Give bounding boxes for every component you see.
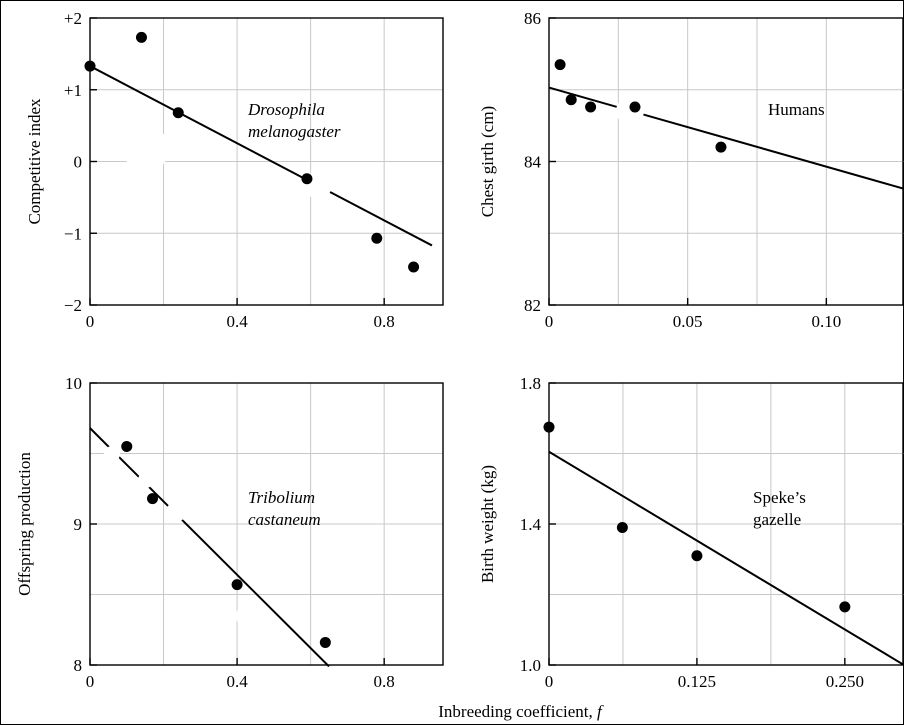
y-tick-label: 8 (74, 656, 83, 675)
y-axis-label: Birth weight (kg) (478, 465, 497, 583)
y-tick-label: −2 (64, 296, 82, 315)
x-tick-label: 0.4 (226, 312, 248, 331)
data-point (616, 522, 628, 534)
x-tick-label: 0.05 (673, 312, 703, 331)
x-tick-label: 0.10 (811, 312, 841, 331)
panel-annotation: castaneum (248, 510, 321, 529)
panel-annotation: Tribolium (248, 488, 315, 507)
data-point (319, 636, 331, 648)
y-tick-label: 9 (74, 515, 83, 534)
regression-line (89, 427, 330, 668)
regression-line (548, 86, 904, 190)
shared-x-axis-label-text: Inbreeding coefficient, (438, 702, 597, 721)
x-tick-label: 0 (545, 672, 554, 691)
panel-annotation: Speke’s (753, 488, 806, 507)
line-gap (123, 126, 169, 172)
data-point (715, 141, 727, 153)
panel-annotation: gazelle (753, 510, 801, 529)
y-tick-label: +2 (64, 9, 82, 28)
data-point (371, 232, 383, 244)
data-point (135, 31, 147, 43)
data-point (408, 261, 420, 273)
panel-gazelle: 1.0 1.4 1.8 0 0.125 0.250 Birth weight (kg) Spe… (478, 374, 904, 691)
x-tick-label: 0.8 (374, 672, 395, 691)
shared-x-axis-label-var: f (597, 702, 604, 721)
regression-line (548, 450, 904, 666)
y-axis-label: Competitive index (25, 98, 44, 225)
regression-line (89, 65, 433, 247)
x-tick-label: 0 (86, 312, 95, 331)
panel-tribolium: 8 9 10 0 0.4 0.8 Offspring production Tribolium… (15, 374, 444, 691)
shared-x-axis-label: Inbreeding coefficient, f (438, 702, 604, 721)
panel-annotation: Drosophila (247, 100, 325, 119)
y-axis-label: Offspring production (15, 452, 34, 596)
x-tick-label: 0 (545, 312, 554, 331)
line-gap (104, 446, 120, 462)
line-gap (166, 502, 186, 522)
y-tick-label: 84 (524, 153, 542, 172)
panel-drosophila: −2 −1 0 +1 +2 0 0.4 0.8 Competitive index Drosoph… (25, 9, 444, 331)
data-point (231, 579, 243, 591)
y-tick-label: −1 (64, 224, 82, 243)
panel-annotation: Humans (768, 100, 825, 119)
panel-humans: 82 84 86 0 0.05 0.10 Chest girth (cm) Humans (478, 9, 904, 331)
x-tick-label: 0 (86, 672, 95, 691)
y-tick-label: 86 (524, 9, 541, 28)
data-point (84, 60, 96, 72)
data-point (172, 107, 184, 119)
y-tick-label: 10 (65, 374, 82, 393)
x-tick-label: 0.4 (226, 672, 248, 691)
line-gap (616, 97, 644, 125)
data-point (691, 550, 703, 562)
line-gap (138, 472, 154, 488)
y-axis-label: Chest girth (cm) (478, 106, 497, 217)
data-point (554, 59, 566, 71)
y-tick-label: 82 (524, 296, 541, 315)
y-tick-label: 1.0 (520, 656, 541, 675)
y-tick-label: 1.4 (520, 515, 542, 534)
panel-annotation: melanogaster (248, 122, 341, 141)
data-point (629, 101, 641, 113)
data-point (839, 601, 851, 613)
data-point (147, 493, 159, 505)
data-point (301, 173, 313, 185)
data-point (565, 94, 577, 106)
x-tick-label: 0.125 (678, 672, 716, 691)
x-tick-label: 0.8 (374, 312, 395, 331)
line-gap (236, 604, 260, 628)
data-point (543, 421, 555, 433)
y-tick-label: +1 (64, 81, 82, 100)
data-point (585, 101, 597, 113)
data-point (121, 440, 133, 452)
y-tick-label: 0 (74, 153, 83, 172)
y-tick-label: 1.8 (520, 374, 541, 393)
x-tick-label: 0.250 (826, 672, 864, 691)
